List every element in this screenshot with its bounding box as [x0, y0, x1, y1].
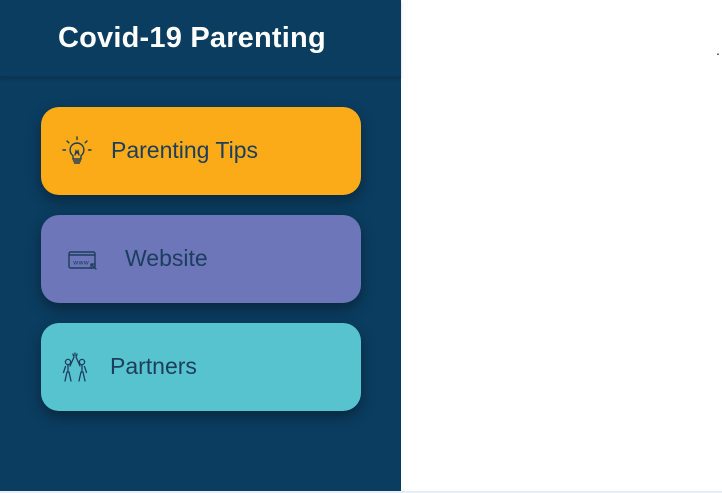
website-label: Website — [125, 245, 208, 271]
side-panel: Covid-19 Parenting Parenting Tips www — [0, 0, 401, 491]
svg-text:www: www — [73, 259, 90, 267]
parenting-tips-button[interactable]: Parenting Tips — [41, 107, 361, 195]
high-five-people-icon — [59, 351, 91, 383]
page-title: Covid-19 Parenting — [58, 22, 326, 54]
www-browser-icon: www — [67, 243, 99, 275]
website-button[interactable]: www Website — [41, 215, 361, 303]
lightbulb-icon — [61, 135, 93, 167]
partners-button[interactable]: Partners — [41, 323, 361, 411]
panel-header: Covid-19 Parenting — [0, 0, 401, 77]
page-marker: . — [716, 42, 720, 58]
partners-label: Partners — [110, 353, 197, 379]
parenting-tips-label: Parenting Tips — [111, 137, 259, 163]
page-divider — [0, 491, 722, 493]
